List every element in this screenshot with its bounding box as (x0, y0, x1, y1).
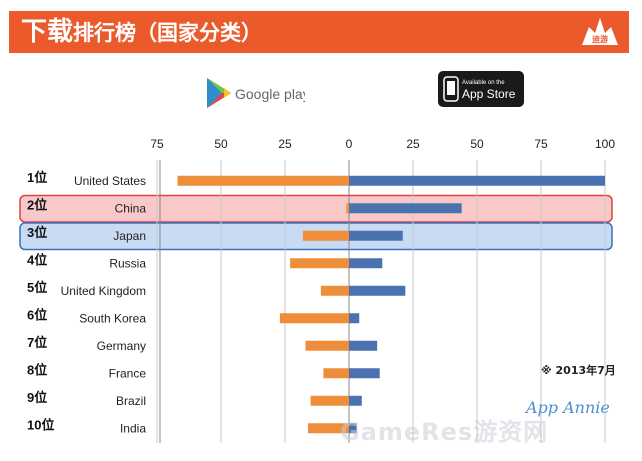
source-logo: App Annie (526, 398, 610, 417)
rank-label: 9位 (27, 390, 47, 405)
apple-icon (443, 76, 459, 102)
app-store-bar (349, 203, 462, 214)
country-label: Brazil (116, 394, 146, 408)
google-play-bar (320, 285, 349, 296)
google-play-bar (305, 340, 349, 351)
banner-title-sub: 排行榜（国家分类） (73, 21, 263, 45)
rank-label: 10位 (27, 417, 54, 432)
app-store-bar (349, 423, 357, 434)
app-store-main-text: App Store (462, 87, 516, 101)
google-play-label: Google play (235, 86, 305, 102)
country-label: Germany (97, 339, 146, 353)
app-store-bar (349, 368, 380, 379)
title-banner: 下载排行榜（国家分类） 迪游 (9, 11, 629, 53)
country-label: Japan (113, 229, 146, 243)
rank-label: 4位 (27, 252, 47, 267)
google-play-bar (323, 368, 349, 379)
rank-label: 3位 (27, 225, 47, 240)
brand-logo-text: 迪游 (592, 34, 608, 44)
google-play-bar (177, 175, 349, 186)
country-label: South Korea (79, 311, 146, 325)
x-tick-label: 25 (278, 137, 292, 151)
rank-label: 7位 (27, 335, 47, 350)
country-label: Russia (109, 256, 146, 270)
app-store-bar (349, 313, 360, 324)
app-store-bar (349, 285, 406, 296)
app-store-bar (349, 340, 378, 351)
brand-logo-icon: 迪游 (582, 18, 618, 45)
banner-title: 下载排行榜（国家分类） (21, 11, 262, 53)
google-play-bar (310, 395, 349, 406)
google-play-bar (346, 203, 349, 214)
country-label: United Kingdom (61, 284, 146, 298)
google-play-logo: Google play (205, 76, 310, 110)
google-play-bar (302, 230, 349, 241)
banner-title-main: 下载 (21, 17, 74, 47)
country-label: India (120, 421, 146, 435)
rank-label: 8位 (27, 362, 47, 377)
x-tick-label: 0 (346, 137, 353, 151)
rank-label: 5位 (27, 280, 47, 295)
country-label: United States (74, 174, 146, 188)
google-play-bar (308, 423, 349, 434)
x-tick-label: 50 (470, 137, 484, 151)
x-tick-label: 50 (214, 137, 228, 151)
watermark: GameRes游资网 (340, 418, 549, 446)
rank-label: 1位 (27, 170, 47, 185)
rank-label: 6位 (27, 307, 47, 322)
google-play-bar (290, 258, 349, 269)
app-store-bar (349, 230, 403, 241)
country-label: France (109, 366, 147, 380)
country-label: China (115, 201, 147, 215)
x-tick-label: 75 (150, 137, 164, 151)
app-store-top-text: Available on the (462, 80, 505, 86)
highlight-band (19, 194, 613, 223)
date-note: ※ 2013年7月 (541, 364, 616, 377)
x-tick-label: 75 (534, 137, 548, 151)
rank-label: 2位 (27, 197, 47, 212)
app-store-bar (349, 395, 362, 406)
x-tick-label: 25 (406, 137, 420, 151)
app-store-badge: Available on the App Store (438, 71, 524, 107)
app-store-bar (349, 258, 383, 269)
google-play-icon: Google play (207, 78, 310, 108)
x-tick-label: 100 (595, 137, 615, 151)
google-play-bar (279, 313, 349, 324)
app-store-bar (349, 175, 605, 186)
